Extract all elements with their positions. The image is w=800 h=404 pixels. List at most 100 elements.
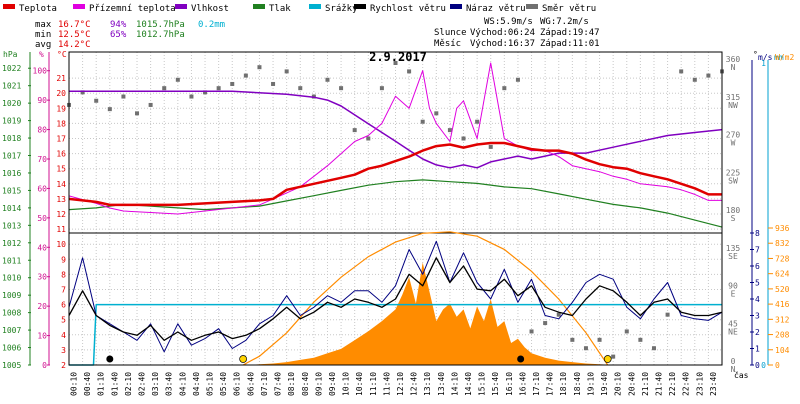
legend-swatch bbox=[253, 4, 265, 9]
wind-direction-point bbox=[339, 86, 344, 91]
stats-avg-label: avg bbox=[35, 40, 51, 50]
legend-swatch bbox=[450, 4, 462, 9]
stats-max-temp: 16.7°C bbox=[58, 20, 91, 30]
time-axis-title: čas bbox=[734, 370, 749, 380]
time-tick-label: 22:40 bbox=[682, 372, 691, 396]
wind-direction-point bbox=[407, 69, 412, 74]
ms-axis-title: m/s bbox=[758, 53, 773, 62]
time-tick-label: 19:10 bbox=[586, 372, 595, 396]
wind-direction-point bbox=[271, 81, 276, 86]
legend: Teplota Přízemní teplota Vlhkost Tlak Srážky… bbox=[3, 4, 596, 14]
wind-direction-point bbox=[203, 90, 208, 95]
hpa-tick-label: 1012 bbox=[2, 239, 21, 248]
wind-direction-point bbox=[475, 119, 480, 124]
time-tick-label: 17:40 bbox=[546, 372, 555, 396]
hpa-tick-label: 1017 bbox=[2, 152, 21, 161]
dir-tick-deg: 0 bbox=[731, 357, 736, 366]
dir-tick-name: SW bbox=[728, 176, 738, 185]
time-tick-label: 21:10 bbox=[641, 372, 650, 396]
time-tick-label: 14:40 bbox=[464, 372, 473, 396]
dir-tick-deg: 45 bbox=[728, 319, 738, 328]
moonset-text: Západ:11:01 bbox=[540, 39, 600, 49]
mm-tick-label: 0 bbox=[761, 361, 766, 370]
dir-tick-deg: 180 bbox=[726, 206, 741, 215]
ms-tick-label: 6 bbox=[755, 262, 760, 271]
temp-tick-label: 19 bbox=[56, 104, 66, 113]
wind-direction-point bbox=[665, 312, 670, 317]
temp-tick-label: 9 bbox=[61, 255, 66, 264]
wind-direction-point bbox=[597, 337, 602, 342]
wind-direction-point bbox=[434, 111, 439, 116]
dir-tick-name: W bbox=[731, 139, 736, 148]
hpa-tick-label: 1011 bbox=[2, 256, 21, 265]
wind-direction-point bbox=[488, 144, 493, 149]
wind-direction-point bbox=[298, 86, 303, 91]
wind-direction-point bbox=[162, 86, 167, 91]
pct-tick-label: 10 bbox=[37, 332, 47, 341]
temp-tick-label: 7 bbox=[61, 286, 66, 295]
wind-direction-point bbox=[529, 329, 534, 334]
time-tick-label: 00:40 bbox=[83, 372, 92, 396]
temp-tick-label: 21 bbox=[56, 74, 66, 83]
pct-tick-label: 70 bbox=[37, 155, 47, 164]
wind-direction-point bbox=[230, 81, 235, 86]
time-tick-label: 17:10 bbox=[532, 372, 541, 396]
stats-block: max 16.7°C 94% 1015.7hPa 0.2mm min 12.5°… bbox=[35, 20, 225, 50]
wm2-tick-label: 104 bbox=[775, 346, 790, 355]
legend-swatch bbox=[73, 4, 85, 9]
time-tick-label: 13:40 bbox=[437, 372, 446, 396]
legend-swatch bbox=[526, 4, 538, 9]
wind-direction-point bbox=[121, 94, 126, 99]
hpa-tick-label: 1019 bbox=[2, 117, 21, 126]
sunrise-text: Východ:06:24 bbox=[470, 28, 535, 38]
wind-direction-point bbox=[611, 354, 616, 359]
moon-marker bbox=[106, 355, 114, 363]
ms-tick-label: 2 bbox=[755, 328, 760, 337]
wind-sun-info: WS:5.9m/s WG:7.2m/s Slunce Východ:06:24 … bbox=[434, 17, 600, 49]
time-tick-label: 10:40 bbox=[355, 372, 364, 396]
hpa-tick-label: 1014 bbox=[2, 204, 21, 213]
temp-tick-label: 13 bbox=[56, 195, 66, 204]
ms-tick-label: 7 bbox=[755, 246, 760, 255]
time-tick-label: 18:10 bbox=[559, 372, 568, 396]
wind-direction-point bbox=[679, 69, 684, 74]
stats-min-press: 1012.7hPa bbox=[136, 30, 185, 40]
legend-label: Srážky bbox=[325, 4, 358, 14]
plot-frame bbox=[68, 51, 723, 366]
hpa-tick-label: 1005 bbox=[2, 361, 21, 370]
dir-tick-name: N bbox=[731, 365, 736, 374]
wind-direction-point bbox=[502, 86, 507, 91]
hpa-axis-title: hPa bbox=[3, 50, 18, 59]
pct-tick-label: 20 bbox=[37, 302, 47, 311]
wind-direction-point bbox=[148, 102, 153, 107]
temp-axis-title: °C bbox=[57, 50, 67, 59]
legend-label: Přízemní teplota bbox=[89, 4, 176, 14]
wind-direction-point bbox=[447, 128, 452, 133]
time-tick-label: 23:40 bbox=[709, 372, 718, 396]
time-tick-label: 08:10 bbox=[287, 372, 296, 396]
time-tick-label: 07:10 bbox=[260, 372, 269, 396]
wind-direction-point bbox=[461, 136, 466, 141]
time-tick-label: 23:10 bbox=[695, 372, 704, 396]
dir-tick-deg: 225 bbox=[726, 168, 741, 177]
time-tick-label: 03:10 bbox=[151, 372, 160, 396]
time-tick-label: 02:40 bbox=[138, 372, 147, 396]
wg-text: WG:7.2m/s bbox=[540, 17, 589, 27]
wm2-tick-label: 416 bbox=[775, 300, 790, 309]
hpa-tick-label: 1007 bbox=[2, 326, 21, 335]
stats-avg-temp: 14.2°C bbox=[58, 40, 91, 50]
hpa-tick-label: 1018 bbox=[2, 134, 21, 143]
stats-min-label: min bbox=[35, 30, 51, 40]
wm2-tick-label: 624 bbox=[775, 270, 790, 279]
stats-min-hum: 65% bbox=[110, 30, 127, 40]
wind-direction-point bbox=[692, 77, 697, 82]
hpa-tick-label: 1020 bbox=[2, 99, 21, 108]
wind-direction-points bbox=[67, 61, 724, 359]
temp-tick-label: 15 bbox=[56, 165, 66, 174]
wind-direction-point bbox=[107, 107, 112, 112]
dir-tick-name: N bbox=[731, 63, 736, 72]
wind-direction-point bbox=[216, 86, 221, 91]
wm2-tick-label: 936 bbox=[775, 224, 790, 233]
wind-direction-point bbox=[638, 337, 643, 342]
